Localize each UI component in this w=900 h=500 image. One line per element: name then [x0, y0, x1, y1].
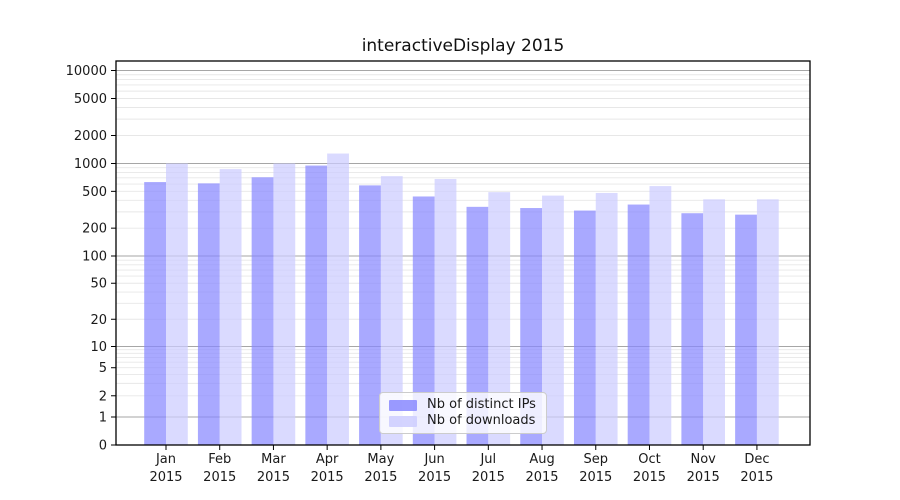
y-tick-label: 2 — [99, 389, 107, 404]
x-tick-label-year: 2015 — [740, 470, 773, 485]
x-tick-label-month: Nov — [691, 452, 717, 467]
bar-nb-of-distinct-ips-oct — [627, 204, 650, 445]
y-tick-label: 10 — [90, 340, 107, 355]
bar-nb-of-downloads-jun — [434, 178, 457, 445]
bar-nb-of-distinct-ips-jun — [412, 196, 435, 445]
bar-nb-of-downloads-aug — [542, 195, 564, 445]
y-tick-label: 100 — [82, 250, 107, 265]
x-tick-label-year: 2015 — [364, 470, 397, 485]
legend-swatch-distinct-ips — [389, 399, 417, 411]
x-tick-label-year: 2015 — [311, 470, 344, 485]
bar-nb-of-distinct-ips-dec — [735, 214, 757, 445]
x-tick-label-month: Sep — [584, 452, 609, 467]
legend-item-downloads: Nb of downloads — [389, 413, 537, 429]
legend-label-distinct-ips: Nb of distinct IPs — [427, 397, 536, 412]
legend-label-downloads: Nb of downloads — [427, 413, 536, 428]
y-tick-label: 0 — [99, 439, 107, 454]
bar-nb-of-distinct-ips-sep — [573, 210, 596, 445]
x-tick-label-year: 2015 — [633, 470, 666, 485]
x-tick-label-year: 2015 — [472, 470, 505, 485]
x-tick-label-year: 2015 — [525, 470, 558, 485]
x-tick-label-month: Mar — [261, 452, 286, 467]
bar-nb-of-downloads-apr — [327, 153, 349, 445]
y-tick-label: 5000 — [74, 92, 107, 107]
x-tick-label-month: Aug — [529, 452, 554, 467]
y-tick-label: 2000 — [74, 129, 107, 144]
plot-border — [115, 60, 811, 446]
bar-nb-of-downloads-feb — [219, 169, 242, 445]
x-tick-label-year: 2015 — [257, 470, 290, 485]
y-tick-label: 200 — [82, 222, 107, 237]
bar-nb-of-downloads-sep — [595, 192, 618, 445]
x-tick-label-year: 2015 — [203, 470, 236, 485]
x-tick-label-month: Jul — [479, 452, 496, 467]
legend-item-distinct-ips: Nb of distinct IPs — [389, 397, 537, 413]
bar-nb-of-distinct-ips-jan — [144, 182, 166, 445]
x-tick-label-month: Apr — [316, 452, 339, 467]
y-tick-label: 50 — [90, 277, 107, 292]
x-tick-label-month: May — [367, 452, 394, 467]
bar-nb-of-distinct-ips-jul — [466, 206, 489, 445]
x-tick-label-month: Jan — [155, 452, 176, 467]
y-tick-label: 10000 — [66, 64, 107, 79]
y-tick-label: 20 — [90, 313, 107, 328]
bar-nb-of-downloads-jul — [488, 192, 511, 445]
x-tick-label-year: 2015 — [687, 470, 720, 485]
bar-nb-of-distinct-ips-mar — [251, 177, 274, 445]
legend: Nb of distinct IPs Nb of downloads — [379, 392, 547, 434]
bar-nb-of-distinct-ips-apr — [305, 165, 328, 446]
legend-swatch-downloads — [389, 415, 417, 427]
y-tick-label: 1 — [99, 411, 107, 426]
bar-nb-of-distinct-ips-feb — [197, 183, 220, 445]
x-tick-label-month: Oct — [638, 452, 660, 467]
x-tick-label-year: 2015 — [149, 470, 182, 485]
bar-nb-of-downloads-dec — [756, 199, 779, 445]
bar-nb-of-downloads-jan — [166, 163, 188, 445]
bar-nb-of-downloads-oct — [649, 186, 672, 445]
bar-nb-of-distinct-ips-nov — [681, 213, 704, 445]
x-tick-label-month: Feb — [208, 452, 231, 467]
bar-nb-of-downloads-nov — [703, 199, 725, 445]
x-tick-label-month: Dec — [744, 452, 769, 467]
x-tick-label-year: 2015 — [418, 470, 451, 485]
bar-nb-of-distinct-ips-may — [359, 185, 381, 445]
y-tick-label: 5 — [99, 361, 107, 376]
x-tick-label-month: Jun — [423, 452, 444, 467]
y-tick-label: 1000 — [74, 157, 107, 172]
chart-title: interactiveDisplay 2015 — [361, 36, 565, 56]
y-tick-label: 500 — [82, 185, 107, 200]
bar-nb-of-downloads-may — [380, 176, 403, 445]
bar-nb-of-distinct-ips-aug — [520, 208, 543, 445]
bar-nb-of-downloads-mar — [273, 163, 296, 445]
x-tick-label-year: 2015 — [579, 470, 612, 485]
